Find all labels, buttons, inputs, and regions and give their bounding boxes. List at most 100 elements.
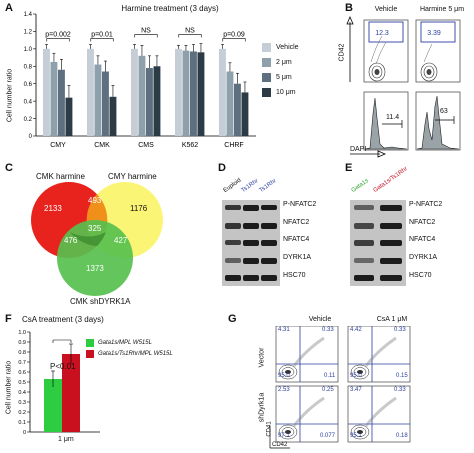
g-q-cs-ur: 0.33 bbox=[394, 387, 406, 393]
legend-swatch bbox=[262, 88, 271, 97]
legend-item-2um: 2 μm bbox=[262, 55, 299, 70]
legend-item-gata1s-ts1rhr: Gata1s/Ts1Rhr/MPL W515L bbox=[86, 348, 173, 359]
g-q-cs-lr: 0.18 bbox=[396, 433, 408, 439]
panel-g-col-csa: CsA 1 μM bbox=[376, 316, 408, 323]
panel-g-xlabel: CD42 bbox=[272, 442, 288, 448]
g-q-vs-lr: 0.077 bbox=[320, 433, 336, 439]
flow-plot-vehicle-sh bbox=[275, 385, 339, 443]
y-tick-label: 1.4 bbox=[24, 12, 33, 18]
legend-swatch bbox=[262, 43, 271, 52]
panel-f-letter: F bbox=[5, 313, 12, 325]
category-label: CHRF bbox=[224, 142, 243, 149]
panel-d-lane-ts1rhr-2: Ts1Rhr bbox=[258, 178, 278, 194]
venn-label-cmy-harmine: CMY harmine bbox=[108, 172, 157, 181]
bar bbox=[182, 50, 190, 136]
g-q-cv-lr: 0.15 bbox=[396, 373, 408, 379]
panel-c-venn bbox=[31, 182, 163, 296]
panel-d-blot bbox=[222, 200, 280, 286]
bar bbox=[94, 64, 102, 136]
panel-b-hist-harmine: 63 bbox=[440, 108, 448, 115]
panel-e-letter: E bbox=[345, 162, 353, 174]
y-tick-label: 0.7 bbox=[18, 360, 26, 366]
venn-count-all: 325 bbox=[88, 224, 102, 233]
panel-d-row-pnfatc2: P-NFATC2 bbox=[283, 201, 317, 208]
y-tick-label: 0.4 bbox=[18, 390, 26, 396]
y-tick-label: 0.2 bbox=[18, 410, 26, 416]
panel-d-row-nfatc4: NFATC4 bbox=[283, 236, 310, 243]
panel-a-chart: 0 0.2 0.4 0.6 0.8 1.0 1.2 1.4 CMY p=0.002 CMK p=0.0… bbox=[24, 12, 256, 149]
panel-e-row-hsc70: HSC70 bbox=[409, 272, 432, 279]
g-q-vv-ul: 4.31 bbox=[278, 327, 290, 333]
p-value-label: NS bbox=[141, 27, 151, 34]
bar bbox=[146, 68, 153, 136]
venn-count-sh-only: 1373 bbox=[86, 264, 104, 273]
category-label: CMS bbox=[138, 142, 154, 149]
legend-label: 2 μm bbox=[276, 59, 292, 66]
venn-count-cmk-cmy: 493 bbox=[88, 196, 102, 205]
legend-item-gata1s: Gata1s/MPL W515L bbox=[86, 337, 173, 348]
venn-count-cmy-sh: 427 bbox=[114, 236, 128, 245]
bar bbox=[43, 48, 50, 136]
legend-label: Gata1s/Ts1Rhr/MPL W515L bbox=[98, 350, 173, 357]
panel-g-ylabel: CD41 bbox=[266, 421, 273, 437]
panel-e-row-pnfatc2: P-NFATC2 bbox=[409, 201, 443, 208]
y-tick-label: 0.5 bbox=[18, 380, 26, 386]
panel-a-letter: A bbox=[5, 2, 13, 14]
panel-a-legend: Vehicle 2 μm 5 μm 10 μm bbox=[262, 40, 299, 100]
y-tick-label: 0.4 bbox=[24, 99, 33, 105]
legend-swatch bbox=[86, 349, 94, 358]
bar bbox=[62, 354, 80, 432]
g-q-vs-ll: 97.1 bbox=[278, 433, 290, 439]
panel-g-flow bbox=[269, 326, 411, 449]
bar bbox=[44, 379, 62, 432]
legend-label: Vehicle bbox=[276, 44, 299, 51]
flow-plot-csa-sh bbox=[347, 385, 411, 443]
bar bbox=[153, 66, 161, 136]
bar bbox=[190, 51, 197, 136]
flow-plot-vehicle-vector bbox=[275, 326, 339, 383]
panel-f-title: CsA treatment (3 days) bbox=[22, 315, 104, 324]
venn-count-cmy-only: 1176 bbox=[130, 204, 148, 213]
venn-label-cmk-shdyrk1a: CMK shDYRK1A bbox=[70, 297, 131, 306]
y-tick-label: 0.6 bbox=[18, 370, 26, 376]
legend-item-10um: 10 μm bbox=[262, 85, 299, 100]
g-q-cv-ul: 4.42 bbox=[350, 327, 362, 333]
p-value-label: p=0.09 bbox=[223, 31, 245, 38]
panel-e-lane-gata1s: Gata1s bbox=[350, 177, 370, 194]
panel-g-letter: G bbox=[228, 313, 237, 325]
panel-f-xlabel: 1 μm bbox=[58, 436, 74, 443]
panel-b-col-label-vehicle: Vehicle bbox=[374, 6, 398, 13]
panel-e-row-nfatc4: NFATC4 bbox=[409, 236, 436, 243]
bar bbox=[87, 48, 94, 136]
legend-item-5um: 5 μm bbox=[262, 70, 299, 85]
g-q-vv-ll: 95.0 bbox=[278, 373, 290, 379]
y-tick-label: 1.0 bbox=[18, 330, 26, 336]
bar bbox=[131, 48, 138, 136]
bar bbox=[65, 97, 73, 136]
panel-b-xlabel: DAPI bbox=[350, 146, 367, 153]
panel-e-lane-gata1s-ts1rhr: Gata1s/Ts1Rhr bbox=[372, 166, 409, 194]
legend-item-vehicle: Vehicle bbox=[262, 40, 299, 55]
panel-b-col-label-harmine: Harmine 5 μm bbox=[419, 6, 465, 13]
y-tick-label: 1.0 bbox=[24, 47, 33, 53]
panel-b-letter: B bbox=[345, 2, 353, 14]
p-value-label: NS bbox=[185, 27, 195, 34]
venn-label-cmk-harmine: CMK harmine bbox=[36, 172, 85, 181]
g-q-cs-ul: 3.47 bbox=[350, 387, 362, 393]
panel-b-gate-harmine: 3.39 bbox=[427, 30, 441, 37]
bar bbox=[219, 48, 226, 136]
g-q-cs-ll: 95.1 bbox=[350, 433, 362, 439]
panel-d-row-dyrk1a: DYRK1A bbox=[283, 254, 312, 261]
p-value-label: p=0.002 bbox=[45, 31, 71, 38]
y-tick-label: 0.8 bbox=[24, 64, 33, 70]
bar bbox=[50, 61, 58, 136]
panel-e-row-dyrk1a: DYRK1A bbox=[409, 254, 438, 261]
bar bbox=[197, 52, 205, 136]
panel-d-row-nfatc2: NFATC2 bbox=[283, 219, 310, 226]
panel-f-chart: 0 0.1 0.2 0.3 0.4 0.5 0.6 0.7 0.8 0.9 1.0 bbox=[18, 330, 100, 436]
panel-b-flow bbox=[346, 15, 461, 158]
panel-g-row-vector-wrap: Vector bbox=[256, 336, 268, 386]
panel-d-lane-euploid: Euploid bbox=[222, 177, 243, 194]
g-q-cv-ll: 95.0 bbox=[350, 373, 362, 379]
panel-f-legend: Gata1s/MPL W515L Gata1s/Ts1Rhr/MPL W515L bbox=[86, 337, 173, 359]
